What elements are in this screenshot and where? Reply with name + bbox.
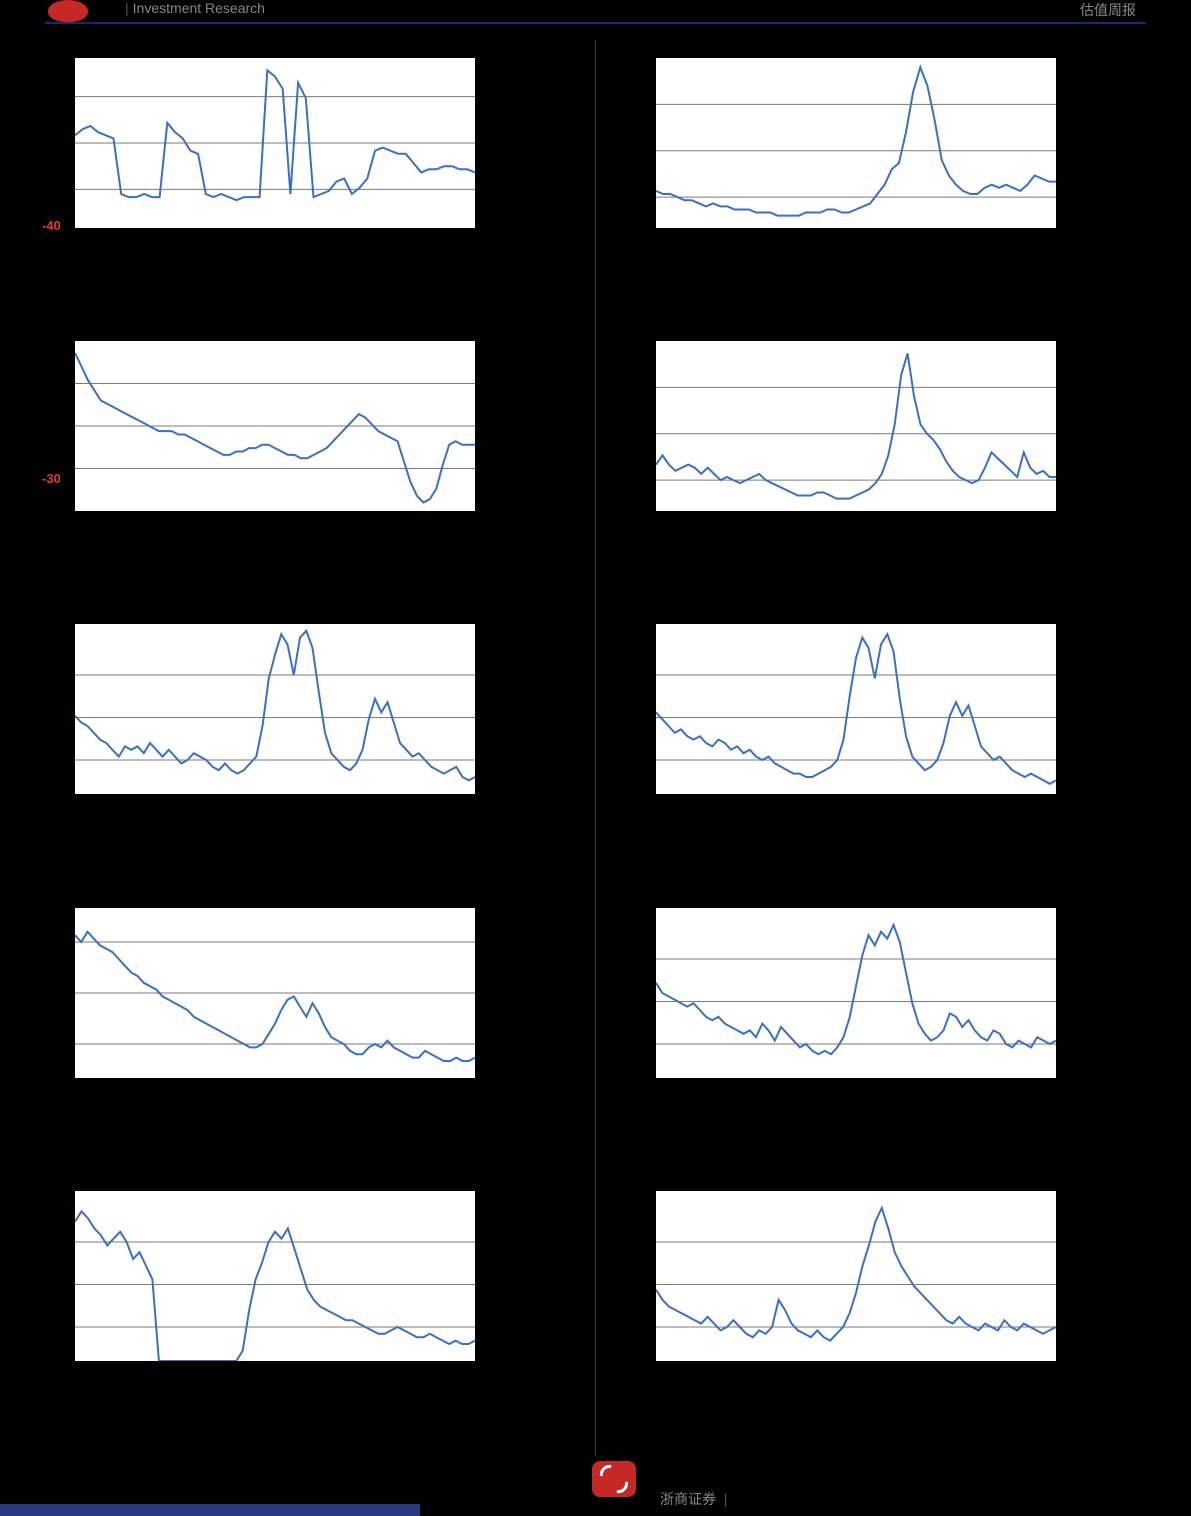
line-chart	[75, 341, 475, 511]
chart-cell-r0c0: -40	[0, 40, 596, 323]
line-chart	[656, 1191, 1056, 1361]
page-header: |Investment Research 估值周报	[0, 0, 1191, 30]
footer-logo-icon	[592, 1461, 640, 1501]
line-chart	[75, 624, 475, 794]
header-divider	[45, 22, 1146, 24]
line-chart	[656, 624, 1056, 794]
line-chart	[656, 341, 1056, 511]
chart-cell-r1c0: -30	[0, 323, 596, 606]
line-chart	[656, 58, 1056, 228]
chart-cell-r1c1	[596, 323, 1191, 606]
chart-cell-r3c0	[0, 890, 596, 1173]
footer-brand-text: 浙商证券 |	[660, 1489, 727, 1509]
chart-cell-r4c1	[596, 1173, 1191, 1456]
header-right-text: 估值周报	[1080, 0, 1136, 20]
footer-accent-bar	[0, 1504, 420, 1516]
chart-cell-r2c1	[596, 606, 1191, 889]
y-axis-extra-label: -30	[42, 471, 61, 486]
y-axis-extra-label: -40	[42, 218, 61, 233]
line-chart	[75, 58, 475, 228]
chart-grid: -40 -30	[0, 40, 1191, 1456]
chart-cell-r3c1	[596, 890, 1191, 1173]
page-footer: 浙商证券 |	[0, 1461, 1191, 1516]
header-left-text: |Investment Research	[125, 0, 265, 16]
chart-cell-r0c1	[596, 40, 1191, 323]
chart-cell-r4c0	[0, 1173, 596, 1456]
line-chart	[75, 1191, 475, 1361]
line-chart	[75, 908, 475, 1078]
line-chart	[656, 908, 1056, 1078]
brand-logo-icon	[48, 0, 88, 22]
chart-cell-r2c0	[0, 606, 596, 889]
